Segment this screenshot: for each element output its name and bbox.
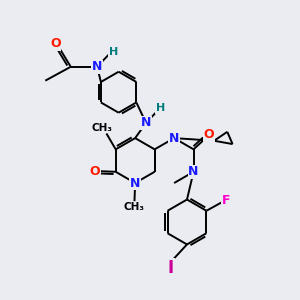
Text: CH₃: CH₃ (124, 202, 145, 212)
Text: O: O (50, 37, 61, 50)
Text: I: I (167, 259, 173, 277)
Text: O: O (89, 165, 100, 178)
Text: N: N (130, 176, 140, 190)
Text: H: H (156, 103, 165, 113)
Text: N: N (141, 116, 151, 129)
Text: N: N (169, 132, 179, 145)
Text: O: O (203, 128, 214, 141)
Text: H: H (109, 47, 118, 57)
Text: N: N (92, 60, 102, 73)
Text: F: F (222, 194, 230, 207)
Text: N: N (188, 165, 199, 178)
Text: CH₃: CH₃ (92, 122, 113, 133)
